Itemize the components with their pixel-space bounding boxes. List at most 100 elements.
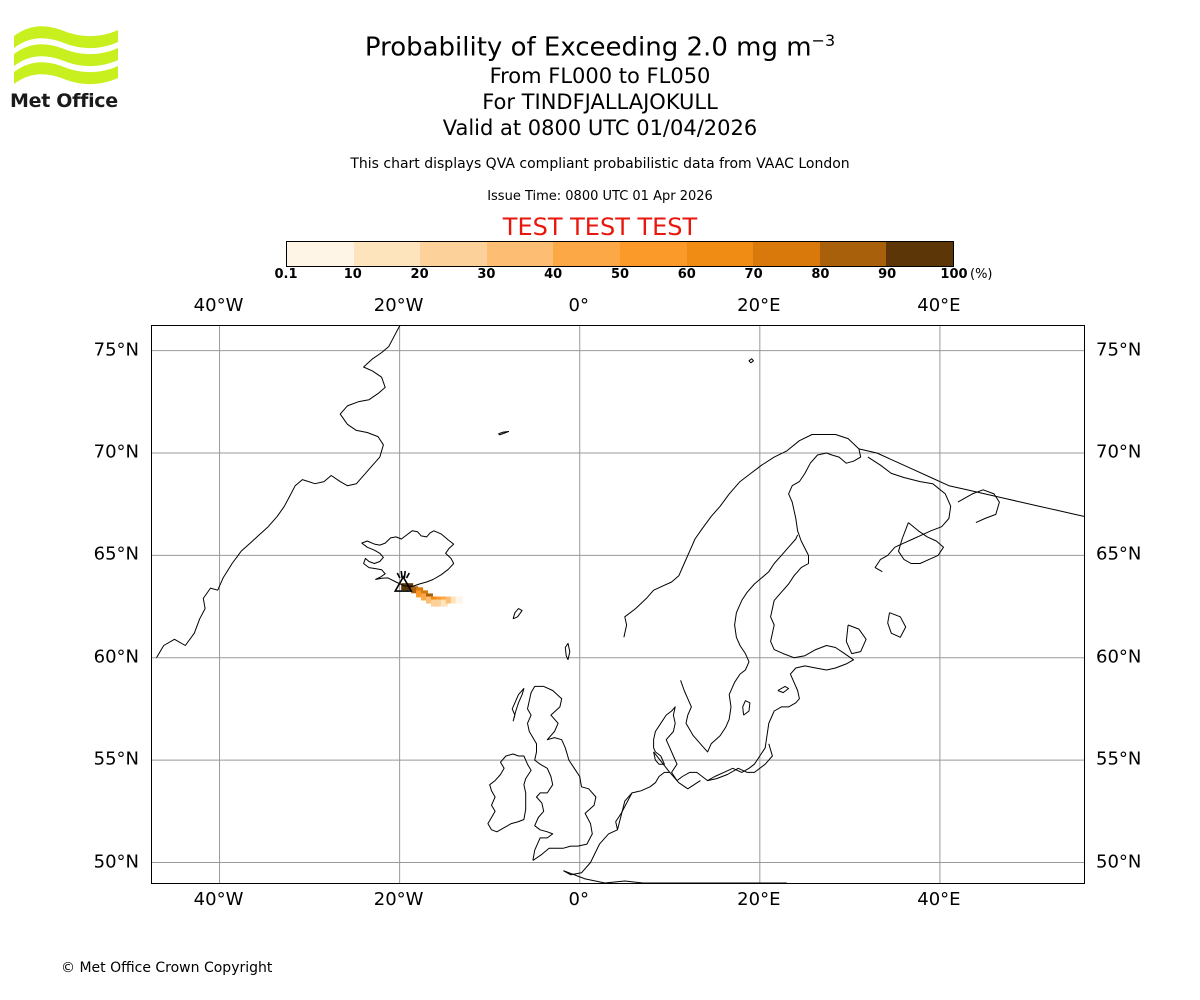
volcano-triangle <box>393 575 413 592</box>
colorbar-band-1 <box>353 242 421 266</box>
copyright-notice: © Met Office Crown Copyright <box>61 960 273 976</box>
colorbar-band-4 <box>553 242 620 266</box>
colorbar-tick-30: 30 <box>477 267 496 282</box>
title-exponent: −3 <box>811 31 836 50</box>
coastline-path-4 <box>680 534 799 753</box>
lat-label-left-60°N: 60°N <box>93 646 139 668</box>
colorbar-tick-100: 100 <box>940 267 968 282</box>
lon-label-bottom-0°: 0° <box>568 889 589 910</box>
probability-colorbar <box>286 241 954 267</box>
ash-cell-16 <box>450 596 458 604</box>
colorbar-tick-50: 50 <box>610 267 630 282</box>
volcano-plume-1 <box>400 570 403 579</box>
coastline-path-0 <box>156 326 401 658</box>
colorbar-tick-20: 20 <box>410 267 429 282</box>
lat-label-left-55°N: 55°N <box>93 748 139 770</box>
ash-cell-10 <box>430 599 438 607</box>
lat-label-right-50°N: 50°N <box>1096 851 1142 873</box>
ash-cell-6 <box>421 593 429 601</box>
ash-cell-14 <box>440 599 448 607</box>
flight-level-line: From FL000 to FL050 <box>489 63 711 88</box>
coastline-path-11 <box>615 792 633 830</box>
ash-cell-12 <box>435 599 443 607</box>
colorbar-tick-80: 80 <box>811 267 830 282</box>
volcano-plume-0 <box>396 572 401 579</box>
coastline-path-10 <box>563 751 671 876</box>
latitude-labels-right: 75°N 70°N 65°N 60°N 55°N 50°N <box>1085 325 1200 884</box>
coastline-path-6 <box>487 753 532 833</box>
map-gridlines <box>152 326 1084 883</box>
lon-label-bottom-20°W: 20°W <box>373 889 424 910</box>
lat-label-right-55°N: 55°N <box>1096 748 1142 770</box>
ash-cell-0 <box>401 583 409 591</box>
coastline-path-9 <box>512 608 523 620</box>
ash-cell-2 <box>411 586 419 594</box>
lat-label-right-65°N: 65°N <box>1096 543 1142 565</box>
coastline-path-14 <box>957 489 1000 524</box>
title-main-text: Probability of Exceeding 2.0 mg m <box>364 32 812 63</box>
coastline-path-3 <box>623 434 862 782</box>
volcano-name-line: For TINDFJALLAJOKULL <box>482 89 718 114</box>
colorbar-tick-labels: 0.1 10 20 30 40 50 60 70 80 90 100 <box>0 267 1200 287</box>
coastline-path-19 <box>887 612 907 638</box>
colorbar-tick-0.1: 0.1 <box>274 267 298 282</box>
colorbar-band-0 <box>287 242 354 266</box>
coastlines <box>156 326 1084 883</box>
lat-label-left-50°N: 50°N <box>93 851 139 873</box>
map-canvas <box>152 326 1084 883</box>
coastline-path-20 <box>563 870 787 883</box>
coastline-path-21 <box>669 772 701 790</box>
longitude-labels-top: 40°W 20°W 0° 20°E 40°E <box>0 295 1200 319</box>
map-plot-area[interactable] <box>151 325 1085 884</box>
volcano-plume-2 <box>403 570 407 579</box>
volcano-marker <box>393 570 413 592</box>
lat-label-right-60°N: 60°N <box>1096 646 1142 668</box>
coastline-path-22 <box>777 685 790 694</box>
page-title: Probability of Exceeding 2.0 mg m−3 <box>0 0 1200 63</box>
lat-label-right-70°N: 70°N <box>1096 441 1142 463</box>
colorbar-tick-70: 70 <box>744 267 763 282</box>
lat-label-left-75°N: 75°N <box>93 339 139 361</box>
lat-label-left-70°N: 70°N <box>93 441 139 463</box>
colorbar-unit-label: (%) <box>970 267 993 282</box>
latitude-labels-left: 75°N 70°N 65°N 60°N 55°N 50°N <box>0 325 150 884</box>
valid-time-line: Valid at 0800 UTC 01/04/2026 <box>442 115 758 140</box>
coastline-path-18 <box>845 624 867 655</box>
colorbar-band-5 <box>619 242 687 266</box>
colorbar-band-9 <box>886 242 953 266</box>
colorbar-tick-90: 90 <box>878 267 897 282</box>
coastline-path-8 <box>564 642 571 661</box>
coastline-path-5 <box>527 685 597 861</box>
lon-label-bottom-20°E: 20°E <box>737 889 781 910</box>
coastline-path-1 <box>361 530 455 587</box>
colorbar-band-8 <box>819 242 887 266</box>
colorbar-tick-10: 10 <box>343 267 362 282</box>
colorbar-bands <box>286 241 954 267</box>
issue-time-line: Issue Time: 0800 UTC 01 Apr 2026 <box>487 188 713 204</box>
lat-label-left-65°N: 65°N <box>93 543 139 565</box>
data-source-line: This chart displays QVA compliant probab… <box>350 155 850 172</box>
colorbar-tick-40: 40 <box>544 267 563 282</box>
coastline-path-12 <box>707 743 773 782</box>
ash-cell-17 <box>455 596 463 604</box>
ash-cell-8 <box>425 596 433 604</box>
met-office-wordmark: Met Office <box>10 90 118 112</box>
coastline-path-23 <box>742 700 751 716</box>
longitude-labels-bottom: 40°W 20°W 0° 20°E 40°E <box>0 889 1200 913</box>
logo-waves <box>14 26 118 85</box>
lon-label-top-40°E: 40°E <box>917 295 961 316</box>
coastline-path-2 <box>498 431 510 436</box>
lon-label-top-20°W: 20°W <box>373 295 424 316</box>
colorbar-band-6 <box>686 242 754 266</box>
ash-cell-15 <box>445 596 453 604</box>
chart-title-block: Probability of Exceeding 2.0 mg m−3 From… <box>0 0 1200 241</box>
lon-label-bottom-40°W: 40°W <box>193 889 244 910</box>
ash-cell-4 <box>416 590 424 598</box>
coastline-path-13 <box>867 456 952 573</box>
lon-label-top-20°E: 20°E <box>737 295 781 316</box>
colorbar-band-2 <box>420 242 487 266</box>
coastline-path-15 <box>748 358 754 364</box>
colorbar-band-7 <box>753 242 820 266</box>
lon-label-bottom-40°E: 40°E <box>917 889 961 910</box>
lon-label-top-0°: 0° <box>568 295 589 316</box>
